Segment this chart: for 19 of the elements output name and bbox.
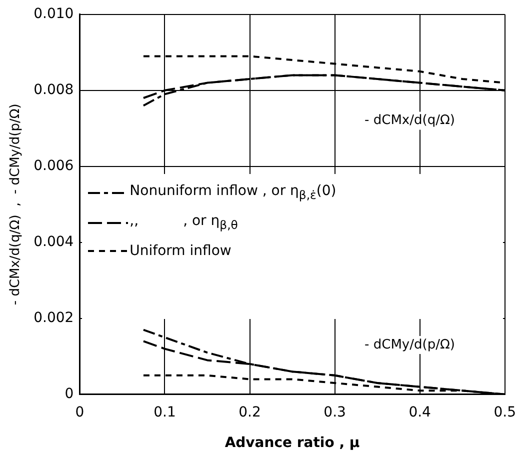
y-tick-label: 0.008 — [34, 82, 74, 98]
y-tick-label: 0.004 — [34, 234, 74, 250]
annotation: - dCMy/d(p/Ω) — [364, 337, 455, 352]
x-tick-label: 0 — [75, 404, 84, 420]
y-axis-title: - dCMx/d(q/Ω) , - dCMy/d(p/Ω) — [8, 104, 24, 306]
legend-label: Uniform inflow — [130, 242, 232, 261]
x-axis-title: Advance ratio , μ — [224, 435, 360, 452]
x-tick-label: 0.3 — [324, 404, 346, 420]
y-tick-label: 0.002 — [34, 310, 74, 326]
y-tick-label: 0.006 — [34, 158, 74, 174]
x-tick-label: 0.1 — [154, 404, 176, 420]
legend-label: ,, , or η$_{β,θ}$ — [130, 212, 238, 234]
legend-label: Nonuniform inflow , or η$_{β,ε̇}$(0) — [130, 182, 336, 204]
annotation: - dCMx/d(q/Ω) — [364, 113, 455, 128]
x-tick-label: 0.4 — [408, 404, 432, 420]
y-tick-label: 0 — [64, 386, 74, 402]
y-tick-label: 0.010 — [34, 6, 74, 22]
x-tick-label: 0.5 — [494, 404, 516, 420]
x-tick-label: 0.2 — [238, 404, 261, 420]
